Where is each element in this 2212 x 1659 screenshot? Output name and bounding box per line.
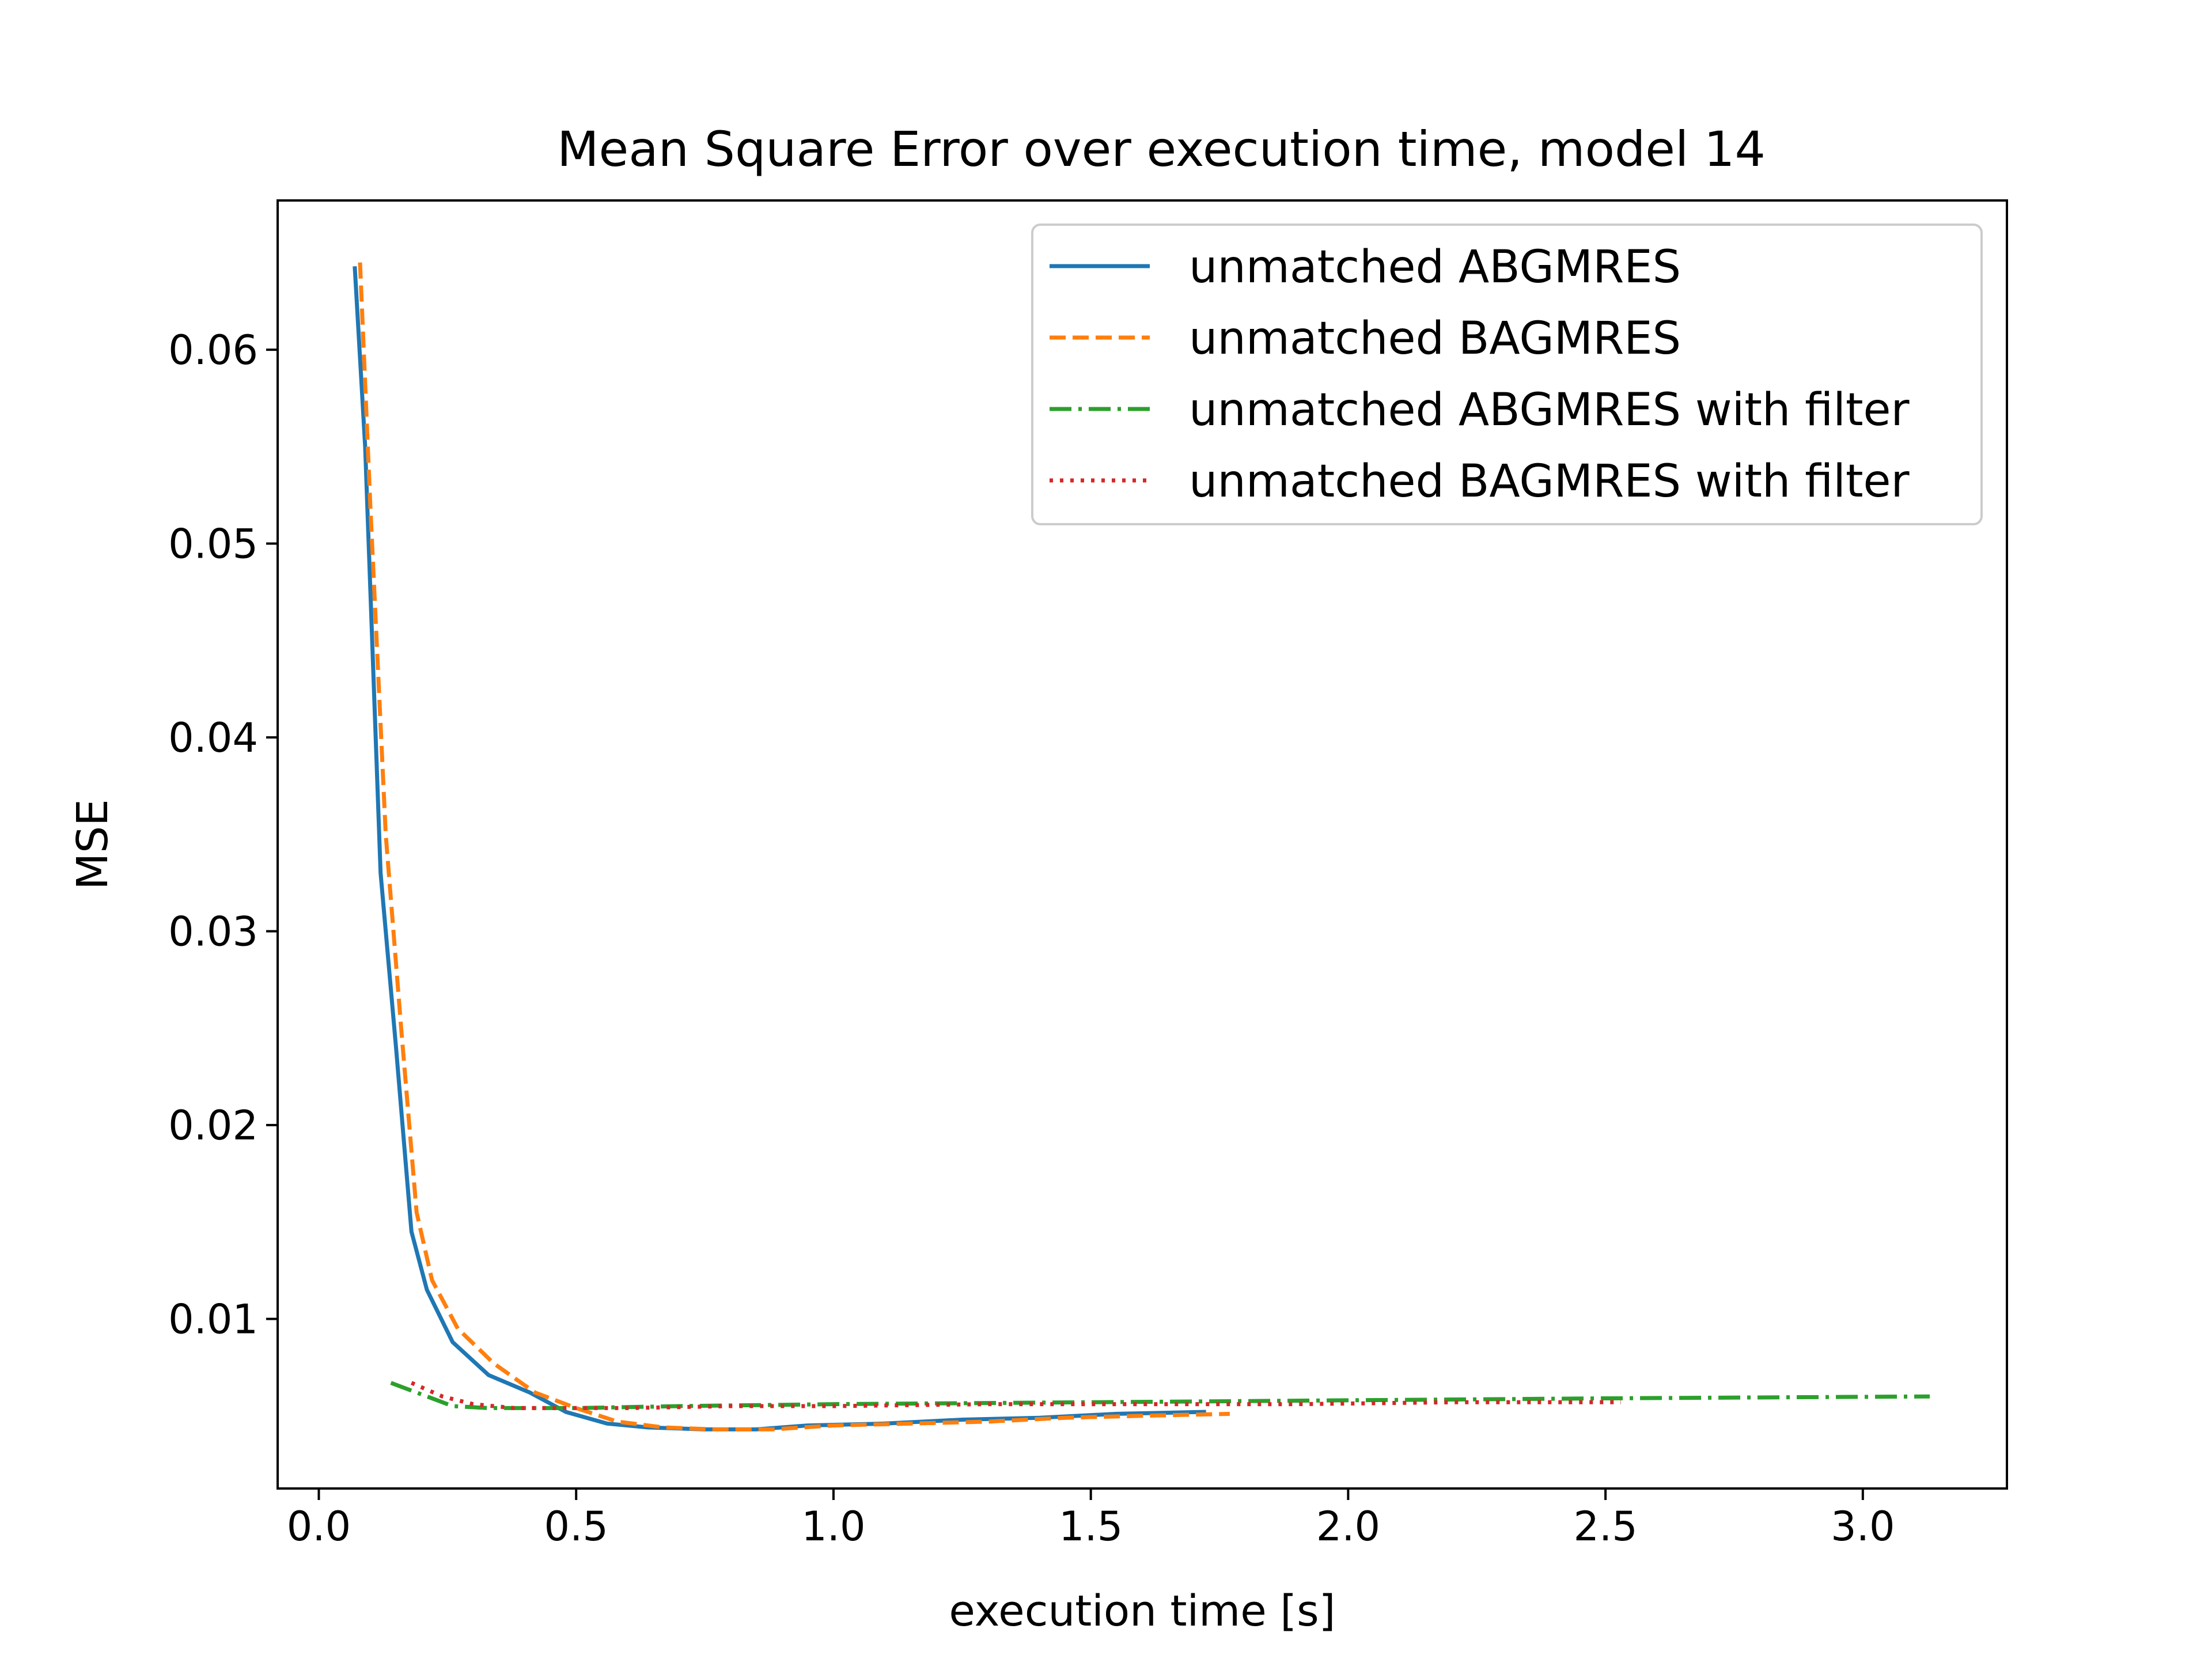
x-axis-label: execution time [s] bbox=[949, 1586, 1335, 1636]
legend-label-3: unmatched ABGMRES with filter bbox=[1189, 384, 1910, 436]
plot-area bbox=[276, 199, 2008, 1490]
y-tick-label: 0.04 bbox=[168, 714, 258, 762]
legend-label-1: unmatched ABGMRES bbox=[1189, 241, 1681, 293]
y-tick-label: 0.06 bbox=[168, 327, 258, 374]
legend-entries: unmatched ABGMRES unmatched BAGMRES unmatc… bbox=[1050, 241, 1910, 507]
series-line-1 bbox=[353, 266, 1206, 1431]
x-tick-label: 2.5 bbox=[1573, 1503, 1637, 1550]
legend-box bbox=[1031, 224, 1983, 525]
series-layer bbox=[353, 262, 1930, 1431]
y-tick-label: 0.03 bbox=[168, 908, 258, 956]
y-tick-label: 0.05 bbox=[168, 521, 258, 568]
y-axis-label: MSE bbox=[68, 799, 118, 890]
x-tick-label: 2.0 bbox=[1316, 1503, 1380, 1550]
y-tick-label: 0.02 bbox=[168, 1102, 258, 1149]
y-tick-label: 0.01 bbox=[168, 1296, 258, 1343]
series-line-4 bbox=[410, 1381, 1621, 1410]
x-tick-label: 1.0 bbox=[801, 1503, 865, 1550]
x-tick-label: 0.0 bbox=[287, 1503, 351, 1550]
plot-frame bbox=[276, 199, 2008, 1490]
legend-label-2: unmatched BAGMRES bbox=[1189, 313, 1681, 365]
legend: unmatched ABGMRES unmatched BAGMRES unmatc… bbox=[1031, 224, 1983, 525]
y-axis-ticks: 0.01 0.02 0.03 0.04 0.05 0.06 bbox=[168, 327, 278, 1343]
legend-label-4: unmatched BAGMRES with filter bbox=[1189, 456, 1910, 507]
series-line-2 bbox=[358, 262, 1230, 1431]
x-tick-label: 0.5 bbox=[544, 1503, 608, 1550]
chart-title: Mean Square Error over execution time, m… bbox=[557, 121, 1766, 177]
x-axis-ticks: 0.0 0.5 1.0 1.5 2.0 2.5 3.0 bbox=[287, 1488, 1895, 1550]
x-tick-label: 3.0 bbox=[1831, 1503, 1895, 1550]
x-tick-label: 1.5 bbox=[1059, 1503, 1123, 1550]
